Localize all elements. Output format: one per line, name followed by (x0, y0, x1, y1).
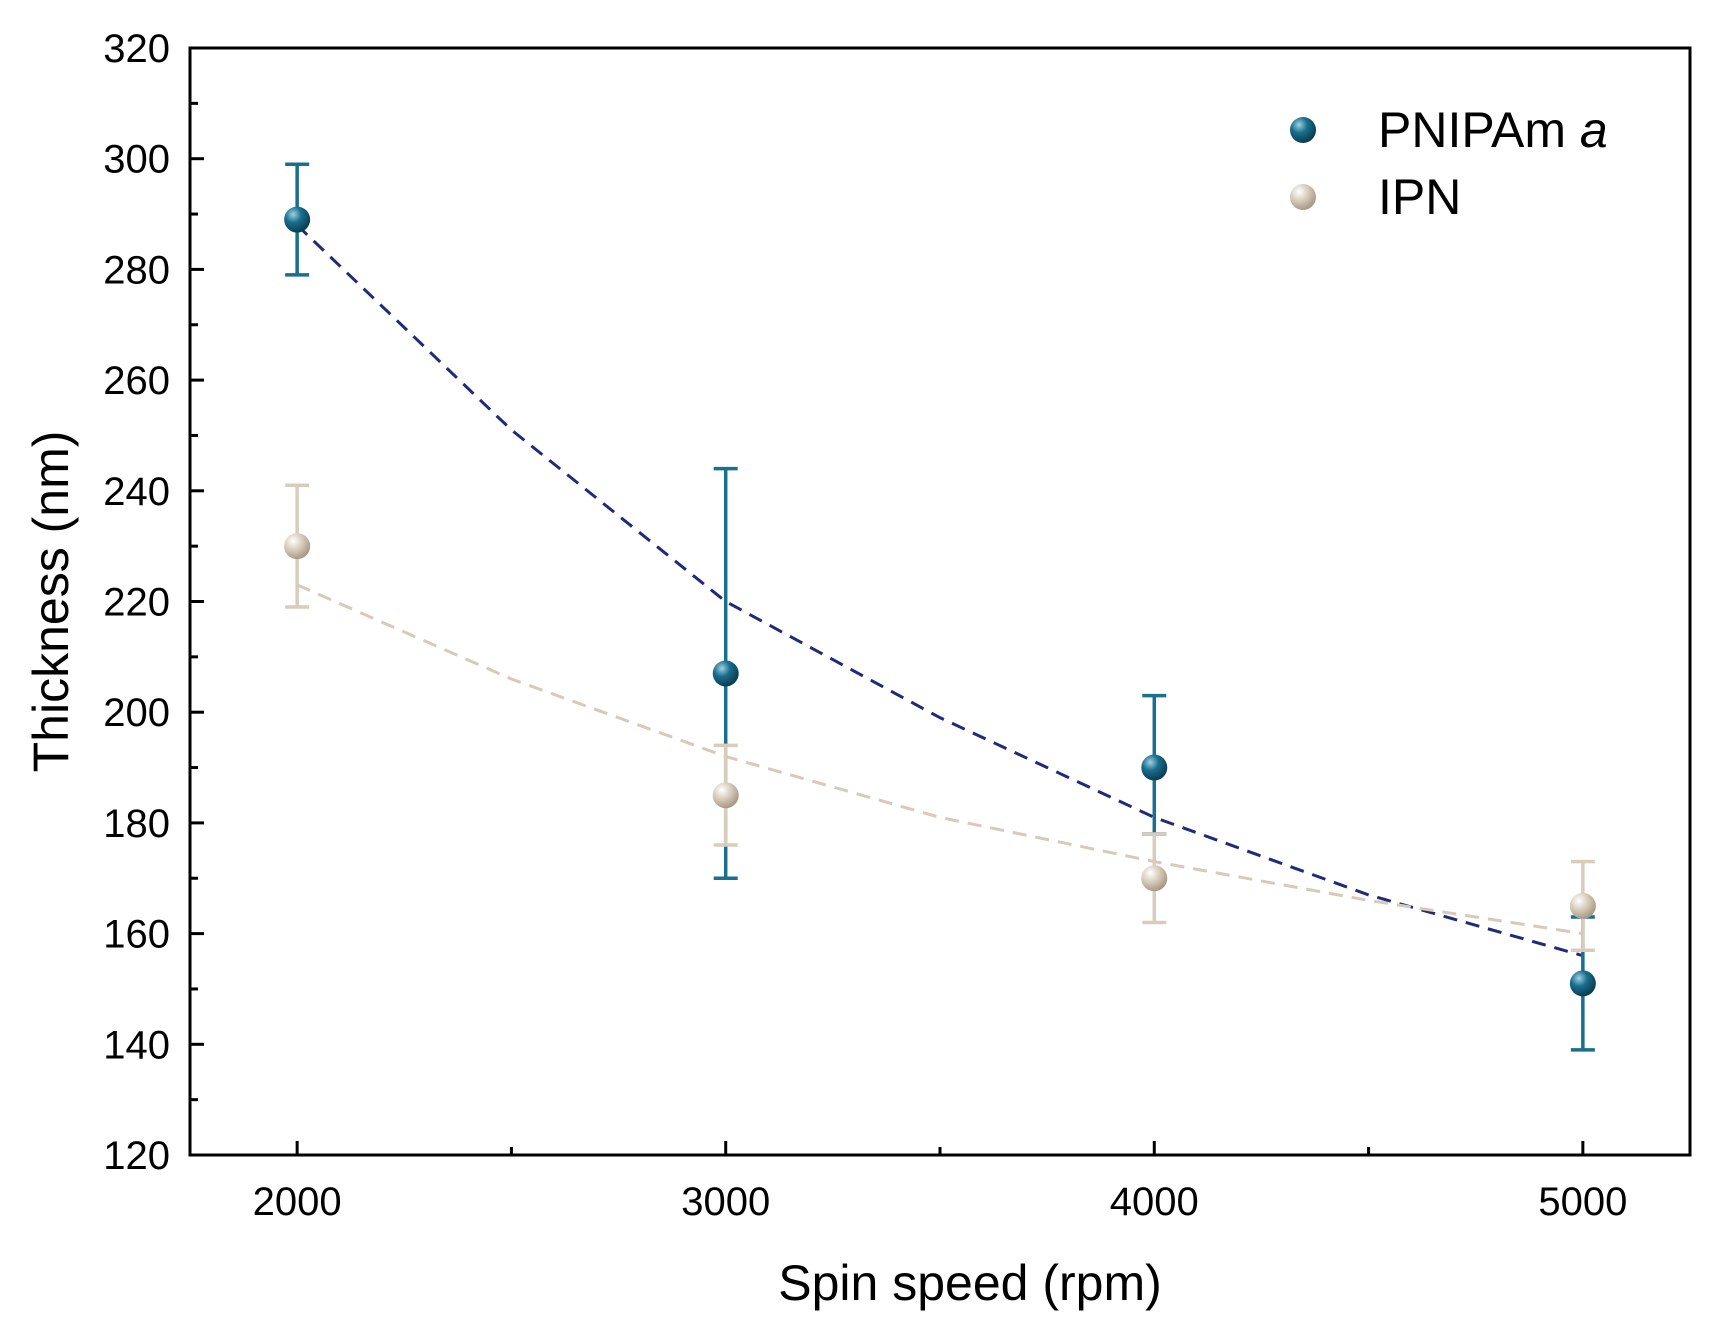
data-point (712, 660, 739, 687)
y-tick-label: 120 (103, 1134, 170, 1178)
error-bars (285, 162, 1595, 1052)
y-tick-label: 160 (103, 913, 170, 957)
y-tick-label: 180 (103, 802, 170, 846)
data-point (1141, 754, 1168, 781)
y-tick-label: 300 (103, 138, 170, 182)
x-tick-label: 2000 (253, 1180, 342, 1224)
x-tick-label: 3000 (681, 1180, 770, 1224)
axis-ticks (190, 46, 1585, 1157)
y-tick-labels: 120 140 160 180 200 220 240 260 280 300 320 (103, 27, 170, 1178)
x-tick-labels: 2000 3000 4000 5000 (253, 1180, 1628, 1224)
data-point (1569, 892, 1596, 919)
data-point (1141, 865, 1168, 892)
y-tick-label: 140 (103, 1023, 170, 1067)
fit-curve (296, 583, 1584, 936)
data-point (1569, 970, 1596, 997)
legend-marker (1290, 117, 1316, 143)
data-points (284, 206, 1596, 997)
legend: PNIPAm a IPN (1290, 102, 1608, 225)
legend-marker (1290, 184, 1316, 210)
plot-frame (188, 46, 1692, 1157)
y-tick-label: 240 (103, 470, 170, 514)
legend-label: PNIPAm a (1378, 102, 1608, 158)
x-tick-label: 5000 (1538, 1180, 1627, 1224)
legend-label: IPN (1378, 169, 1461, 225)
y-tick-label: 260 (103, 359, 170, 403)
data-point (712, 782, 739, 809)
x-axis-title: Spin speed (rpm) (778, 1255, 1162, 1311)
y-tick-label: 320 (103, 27, 170, 71)
fit-curves (296, 224, 1584, 958)
y-tick-label: 200 (103, 691, 170, 735)
y-axis-title: Thickness (nm) (23, 431, 79, 773)
y-tick-label: 280 (103, 248, 170, 292)
fit-curve (296, 224, 1584, 958)
x-tick-label: 4000 (1110, 1180, 1199, 1224)
data-point (284, 206, 311, 233)
y-tick-label: 220 (103, 581, 170, 625)
legend-label-suffix: a (1566, 102, 1608, 158)
data-point (284, 533, 311, 560)
